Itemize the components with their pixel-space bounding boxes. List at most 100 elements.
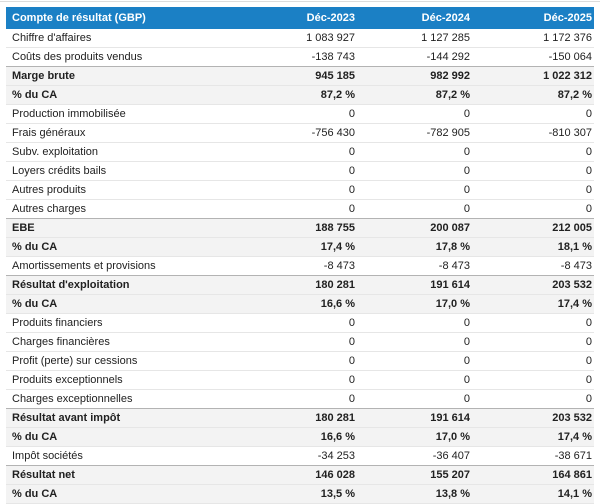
row-value-dec-2023: 180 281 xyxy=(315,412,355,424)
row-value-dec-2024: 200 087 xyxy=(430,222,470,234)
row-value-dec-2023: 188 755 xyxy=(315,222,355,234)
row-label: Charges exceptionnelles xyxy=(12,393,133,405)
table-row: Résultat avant impôt 180 281 191 614 203… xyxy=(6,408,594,428)
row-label: Production immobilisée xyxy=(12,108,126,120)
table-title: Compte de résultat (GBP) xyxy=(6,7,245,29)
row-value-dec-2024: 0 xyxy=(463,393,470,405)
row-value-dec-2025: 212 005 xyxy=(552,222,592,234)
row-value-dec-2023: 146 028 xyxy=(315,469,355,481)
table-row: Amortissements et provisions -8 473 -8 4… xyxy=(6,256,594,276)
row-value-dec-2024: 0 xyxy=(463,336,470,348)
row-value-dec-2025: -38 671 xyxy=(554,450,592,462)
table-row: EBE 188 755 200 087 212 005 xyxy=(6,218,594,238)
row-label: Charges financières xyxy=(12,336,110,348)
row-value-dec-2023: 0 xyxy=(348,203,355,215)
row-value-dec-2024: 87,2 % xyxy=(435,89,470,101)
row-label: Impôt sociétés xyxy=(12,450,83,462)
row-value-dec-2024: 0 xyxy=(463,108,470,120)
row-value-dec-2023: 0 xyxy=(348,165,355,177)
row-value-dec-2024: -36 407 xyxy=(432,450,470,462)
table-row: Coûts des produits vendus -138 743 -144 … xyxy=(6,47,594,67)
row-value-dec-2023: 0 xyxy=(348,184,355,196)
row-value-dec-2025: 0 xyxy=(585,203,592,215)
row-value-dec-2023: -34 253 xyxy=(317,450,355,462)
row-value-dec-2025: 14,1 % xyxy=(557,488,592,500)
row-value-dec-2025: 1 172 376 xyxy=(543,32,592,44)
table-row: Subv. exploitation 0 0 0 xyxy=(6,142,594,162)
row-value-dec-2024: 1 127 285 xyxy=(421,32,470,44)
row-label: Produits exceptionnels xyxy=(12,374,123,386)
row-value-dec-2025: 17,4 % xyxy=(557,431,592,443)
row-label: % du CA xyxy=(12,298,58,310)
row-label: Marge brute xyxy=(12,70,75,82)
table-body: Chiffre d'affaires 1 083 927 1 127 285 1… xyxy=(6,28,594,504)
row-value-dec-2023: 13,5 % xyxy=(320,488,355,500)
row-value-dec-2024: 191 614 xyxy=(430,279,470,291)
row-value-dec-2025: 0 xyxy=(585,355,592,367)
row-value-dec-2023: -756 430 xyxy=(311,127,355,139)
row-label: Autres charges xyxy=(12,203,86,215)
row-value-dec-2023: 87,2 % xyxy=(320,89,355,101)
top-divider xyxy=(0,1,600,2)
row-value-dec-2024: 0 xyxy=(463,165,470,177)
table-row: % du CA 16,6 % 17,0 % 17,4 % xyxy=(6,294,594,314)
row-label: Coûts des produits vendus xyxy=(12,51,143,63)
row-value-dec-2025: 17,4 % xyxy=(557,298,592,310)
row-value-dec-2025: 0 xyxy=(585,393,592,405)
table-row: % du CA 87,2 % 87,2 % 87,2 % xyxy=(6,85,594,105)
table-row: % du CA 17,4 % 17,8 % 18,1 % xyxy=(6,237,594,257)
row-label: % du CA xyxy=(12,488,58,500)
row-value-dec-2025: -150 064 xyxy=(548,51,592,63)
row-value-dec-2025: 1 022 312 xyxy=(543,70,592,82)
table-row: Résultat d'exploitation 180 281 191 614 … xyxy=(6,275,594,295)
row-label: Amortissements et provisions xyxy=(12,260,156,272)
row-value-dec-2024: -782 905 xyxy=(426,127,470,139)
row-label: EBE xyxy=(12,222,35,234)
table-row: Produits exceptionnels 0 0 0 xyxy=(6,370,594,390)
table-row: Résultat net 146 028 155 207 164 861 xyxy=(6,465,594,485)
table-row: % du CA 13,5 % 13,8 % 14,1 % xyxy=(6,484,594,504)
row-value-dec-2023: 1 083 927 xyxy=(306,32,355,44)
row-value-dec-2025: -8 473 xyxy=(560,260,592,272)
row-label: Frais généraux xyxy=(12,127,86,139)
table-row: Marge brute 945 185 982 992 1 022 312 xyxy=(6,66,594,86)
row-value-dec-2023: 180 281 xyxy=(315,279,355,291)
row-value-dec-2023: 0 xyxy=(348,317,355,329)
row-value-dec-2024: 155 207 xyxy=(430,469,470,481)
row-value-dec-2023: 16,6 % xyxy=(320,298,355,310)
row-value-dec-2023: 16,6 % xyxy=(320,431,355,443)
row-value-dec-2023: -8 473 xyxy=(323,260,355,272)
row-value-dec-2024: -144 292 xyxy=(426,51,470,63)
table-header: Compte de résultat (GBP) Déc-2023 Déc-20… xyxy=(6,7,594,29)
row-value-dec-2023: 0 xyxy=(348,108,355,120)
table-row: Profit (perte) sur cessions 0 0 0 xyxy=(6,351,594,371)
table-row: Charges exceptionnelles 0 0 0 xyxy=(6,389,594,409)
table-row: Autres charges 0 0 0 xyxy=(6,199,594,219)
header-row: Compte de résultat (GBP) Déc-2023 Déc-20… xyxy=(6,7,594,29)
row-value-dec-2024: 0 xyxy=(463,146,470,158)
row-value-dec-2023: 945 185 xyxy=(315,70,355,82)
column-header-dec-2024: Déc-2024 xyxy=(360,7,475,29)
row-label: Résultat d'exploitation xyxy=(12,279,130,291)
row-label: Résultat avant impôt xyxy=(12,412,121,424)
row-value-dec-2023: 0 xyxy=(348,336,355,348)
row-value-dec-2023: 0 xyxy=(348,374,355,386)
row-value-dec-2024: 17,0 % xyxy=(435,431,470,443)
table-row: Autres produits 0 0 0 xyxy=(6,180,594,200)
table-row: Impôt sociétés -34 253 -36 407 -38 671 xyxy=(6,446,594,466)
row-value-dec-2025: -810 307 xyxy=(548,127,592,139)
row-value-dec-2024: 0 xyxy=(463,374,470,386)
income-statement-table: Compte de résultat (GBP) Déc-2023 Déc-20… xyxy=(6,7,594,504)
row-value-dec-2023: 0 xyxy=(348,355,355,367)
row-value-dec-2024: 0 xyxy=(463,317,470,329)
table-row: Loyers crédits bails 0 0 0 xyxy=(6,161,594,181)
row-value-dec-2025: 203 532 xyxy=(552,279,592,291)
row-label: % du CA xyxy=(12,241,58,253)
column-header-dec-2023: Déc-2023 xyxy=(245,7,360,29)
row-value-dec-2025: 164 861 xyxy=(552,469,592,481)
row-value-dec-2024: 0 xyxy=(463,355,470,367)
row-label: Profit (perte) sur cessions xyxy=(12,355,138,367)
row-value-dec-2024: 13,8 % xyxy=(435,488,470,500)
row-label: % du CA xyxy=(12,431,58,443)
table-row: Production immobilisée 0 0 0 xyxy=(6,104,594,124)
